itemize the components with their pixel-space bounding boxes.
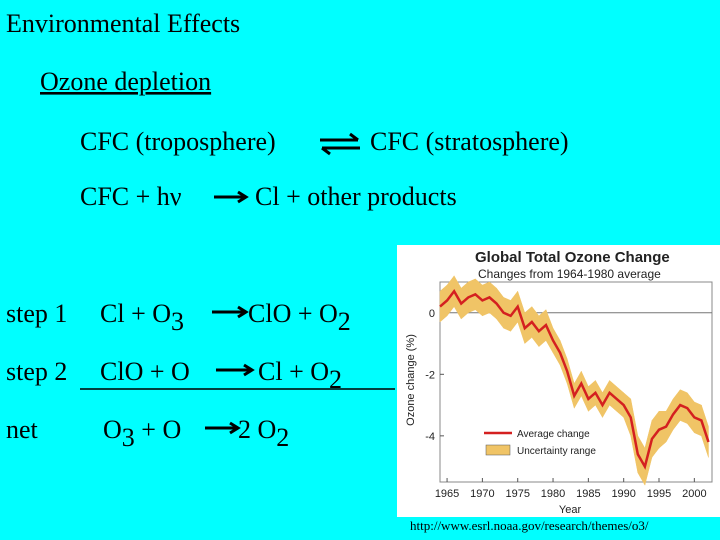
formula: CFC + hν: [80, 182, 182, 211]
formula-text: Cl + other products: [255, 182, 457, 211]
subscript: 2: [276, 423, 289, 452]
x-tick-label: 1970: [470, 488, 494, 500]
x-tick-label: 1985: [576, 488, 600, 500]
x-tick-label: 1965: [435, 488, 459, 500]
subscript: 3: [171, 307, 184, 336]
formula-text: + O: [135, 415, 181, 444]
y-tick-label: 0: [429, 308, 435, 320]
y-axis-label: Ozone change (%): [405, 334, 417, 426]
formula-text: CFC (stratosphere): [370, 127, 569, 156]
chart-background: [397, 245, 720, 517]
subscript: 2: [338, 307, 351, 336]
y-tick-label: -2: [425, 369, 435, 381]
formula: CFC (troposphere): [80, 127, 276, 156]
arrow: [205, 421, 241, 435]
x-tick-label: 1975: [505, 488, 529, 500]
formula-text: CFC + hν: [80, 182, 182, 211]
formula: Cl + O3: [100, 299, 184, 336]
subscript: 2: [329, 365, 342, 394]
arrows: [205, 132, 360, 435]
formula-text: Cl + O: [100, 299, 171, 328]
x-axis-label: Year: [559, 504, 582, 516]
formula: Cl + other products: [255, 182, 457, 211]
formula: CFC (stratosphere): [370, 127, 569, 156]
x-tick-label: 1995: [647, 488, 671, 500]
formula-text: Cl + O: [258, 357, 329, 386]
formula-text: O: [103, 415, 122, 444]
legend-label: Average change: [517, 429, 590, 440]
step-label: net: [6, 415, 39, 444]
legend-swatch: [485, 444, 511, 456]
formula: Cl + O2: [258, 357, 342, 394]
formula-text: 2 O: [238, 415, 276, 444]
forward-arrow: [320, 132, 359, 142]
slide-title: Environmental Effects: [6, 9, 240, 38]
formula: ClO + O2: [248, 299, 351, 336]
formula: ClO + O: [100, 357, 190, 386]
formula-text: ClO + O: [100, 357, 190, 386]
average-line: [439, 288, 710, 470]
x-tick-label: 2000: [682, 488, 706, 500]
plot-frame: [439, 281, 713, 483]
heading: Ozone depletion: [40, 67, 211, 96]
formula-text: CFC (troposphere): [80, 127, 276, 156]
x-tick-label: 1990: [611, 488, 635, 500]
arrow: [216, 363, 255, 377]
legend-label: Uncertainty range: [517, 446, 596, 457]
formula-text: ClO + O: [248, 299, 338, 328]
chart-subtitle: Changes from 1964-1980 average: [478, 267, 661, 281]
chart-title: Global Total Ozone Change: [475, 249, 670, 266]
formula: 2 O2: [238, 415, 289, 452]
y-tick-label: -4: [425, 431, 435, 443]
step-label: step 1: [6, 299, 67, 328]
formula: O3 + O: [103, 415, 181, 452]
step-label: step 2: [6, 357, 67, 386]
subscript: 3: [122, 423, 135, 452]
reverse-arrow: [321, 146, 360, 156]
x-tick-label: 1980: [541, 488, 565, 500]
arrow: [214, 190, 249, 204]
arrow: [212, 305, 249, 319]
source-url: http://www.esrl.noaa.gov/research/themes…: [410, 518, 649, 533]
